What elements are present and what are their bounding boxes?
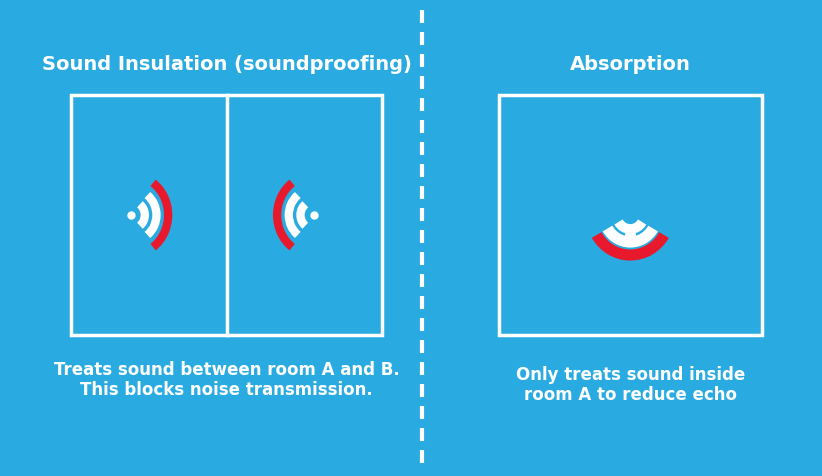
Text: Treats sound between room A and B.
This blocks noise transmission.: Treats sound between room A and B. This …	[53, 361, 399, 399]
Text: Only treats sound inside
room A to reduce echo: Only treats sound inside room A to reduc…	[515, 366, 745, 405]
Bar	[71, 95, 382, 335]
Text: Sound Insulation (soundproofing): Sound Insulation (soundproofing)	[42, 56, 412, 75]
Text: Absorption: Absorption	[570, 56, 690, 75]
Bar	[499, 95, 762, 335]
